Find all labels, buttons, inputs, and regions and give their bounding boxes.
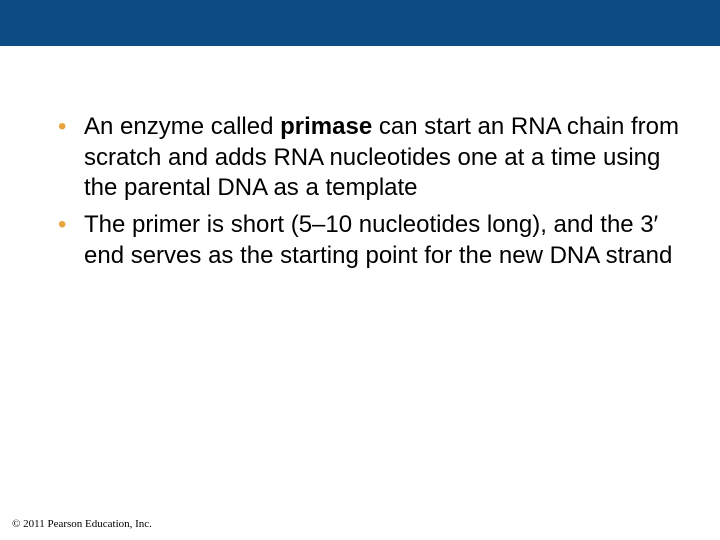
- bullet-item: The primer is short (5–10 nucleotides lo…: [56, 210, 680, 271]
- bullet-text-segment: The primer is short (5–10 nucleotides lo…: [84, 211, 672, 269]
- content-area: An enzyme called primase can start an RN…: [0, 46, 720, 540]
- title-bar: [0, 0, 720, 46]
- bullet-text-segment: primase: [280, 113, 372, 140]
- copyright-footer: © 2011 Pearson Education, Inc.: [12, 518, 152, 530]
- bullet-item: An enzyme called primase can start an RN…: [56, 112, 680, 204]
- bullet-text-segment: An enzyme called: [84, 113, 280, 140]
- slide: An enzyme called primase can start an RN…: [0, 0, 720, 540]
- bullet-list: An enzyme called primase can start an RN…: [56, 112, 680, 272]
